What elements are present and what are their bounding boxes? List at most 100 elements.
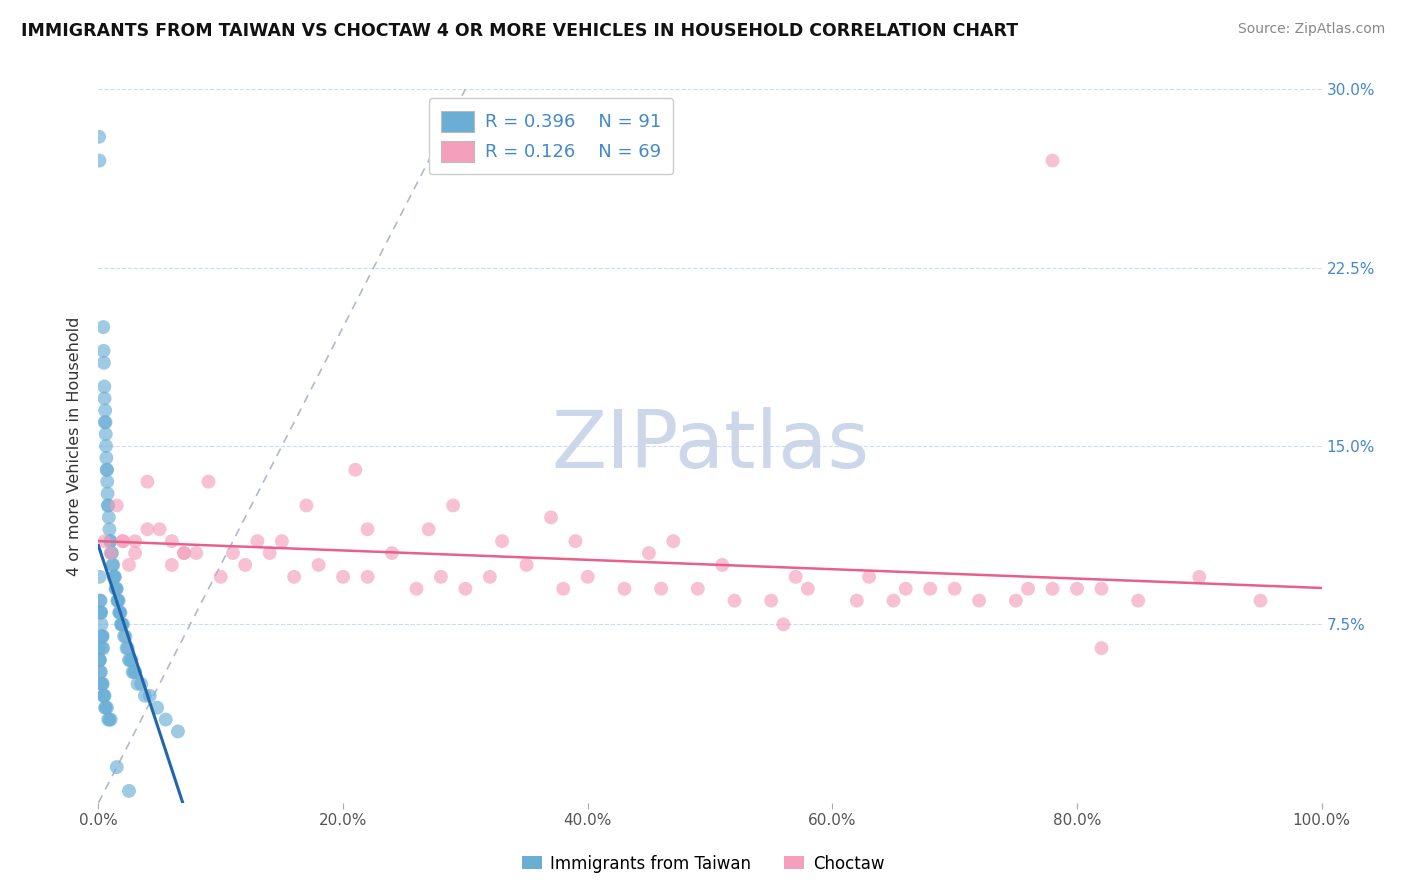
Text: Source: ZipAtlas.com: Source: ZipAtlas.com — [1237, 22, 1385, 37]
Point — [114, 629, 136, 643]
Point — [91, 629, 114, 643]
Point — [94, 403, 117, 417]
Point — [118, 653, 141, 667]
Point — [155, 713, 177, 727]
Point — [90, 593, 112, 607]
Point — [111, 534, 134, 549]
Point — [883, 593, 905, 607]
Point — [209, 570, 232, 584]
Point — [111, 617, 134, 632]
Point — [761, 593, 783, 607]
Point — [91, 641, 114, 656]
Point — [117, 641, 139, 656]
Point — [711, 558, 734, 572]
Point — [89, 665, 111, 679]
Point — [105, 582, 128, 596]
Point — [134, 689, 156, 703]
Point — [167, 724, 190, 739]
Point — [100, 546, 122, 560]
Point — [93, 689, 115, 703]
Point — [146, 700, 169, 714]
Point — [93, 689, 115, 703]
Point — [478, 570, 501, 584]
Point — [105, 499, 128, 513]
Point — [118, 558, 141, 572]
Point — [87, 129, 110, 144]
Point — [93, 356, 115, 370]
Text: IMMIGRANTS FROM TAIWAN VS CHOCTAW 4 OR MORE VEHICLES IN HOUSEHOLD CORRELATION CH: IMMIGRANTS FROM TAIWAN VS CHOCTAW 4 OR M… — [21, 22, 1018, 40]
Point — [91, 629, 114, 643]
Point — [1066, 582, 1088, 596]
Point — [89, 653, 111, 667]
Point — [332, 570, 354, 584]
Point — [441, 499, 464, 513]
Point — [97, 499, 120, 513]
Point — [89, 153, 111, 168]
Point — [270, 534, 294, 549]
Point — [96, 463, 118, 477]
Point — [90, 617, 112, 632]
Point — [96, 450, 118, 465]
Point — [94, 415, 117, 429]
Point — [97, 713, 120, 727]
Point — [94, 700, 117, 714]
Legend: Immigrants from Taiwan, Choctaw: Immigrants from Taiwan, Choctaw — [515, 848, 891, 880]
Point — [1004, 593, 1026, 607]
Point — [723, 593, 745, 607]
Point — [111, 617, 134, 632]
Point — [139, 689, 162, 703]
Point — [87, 641, 110, 656]
Y-axis label: 4 or more Vehicles in Household: 4 or more Vehicles in Household — [67, 317, 83, 575]
Point — [120, 653, 142, 667]
Point — [920, 582, 942, 596]
Point — [98, 713, 121, 727]
Point — [160, 558, 183, 572]
Point — [94, 427, 117, 442]
Point — [418, 522, 440, 536]
Point — [173, 546, 195, 560]
Point — [89, 570, 111, 584]
Point — [93, 343, 115, 358]
Point — [344, 463, 367, 477]
Point — [637, 546, 661, 560]
Point — [89, 593, 111, 607]
Point — [650, 582, 672, 596]
Point — [105, 582, 128, 596]
Point — [111, 617, 134, 632]
Point — [454, 582, 477, 596]
Point — [89, 606, 111, 620]
Point — [308, 558, 330, 572]
Point — [1128, 593, 1150, 607]
Point — [186, 546, 208, 560]
Point — [110, 606, 132, 620]
Point — [894, 582, 917, 596]
Text: ZIPatlas: ZIPatlas — [551, 407, 869, 485]
Point — [430, 570, 453, 584]
Point — [103, 570, 125, 584]
Point — [662, 534, 685, 549]
Point — [516, 558, 538, 572]
Point — [1042, 153, 1064, 168]
Point — [90, 629, 112, 643]
Point — [124, 534, 146, 549]
Legend: R = 0.396    N = 91, R = 0.126    N = 69: R = 0.396 N = 91, R = 0.126 N = 69 — [429, 98, 673, 174]
Point — [97, 486, 120, 500]
Point — [108, 606, 131, 620]
Point — [89, 653, 111, 667]
Point — [101, 558, 124, 572]
Point — [96, 475, 118, 489]
Point — [797, 582, 820, 596]
Point — [356, 570, 378, 584]
Point — [356, 522, 378, 536]
Point — [686, 582, 709, 596]
Point — [107, 593, 129, 607]
Point — [1090, 582, 1112, 596]
Point — [540, 510, 562, 524]
Point — [90, 606, 112, 620]
Point — [845, 593, 868, 607]
Point — [97, 510, 120, 524]
Point — [858, 570, 880, 584]
Point — [122, 665, 145, 679]
Point — [121, 665, 143, 679]
Point — [491, 534, 513, 549]
